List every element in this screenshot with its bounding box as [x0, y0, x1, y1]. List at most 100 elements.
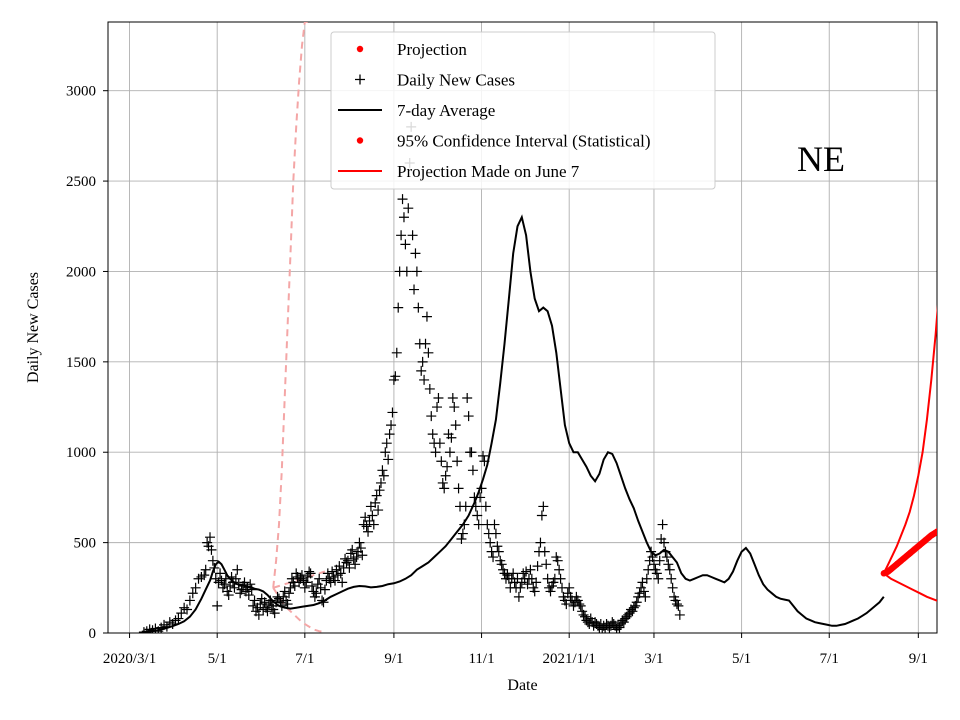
daily-case-marker	[416, 365, 427, 376]
region-annotation: NE	[797, 139, 845, 179]
daily-case-marker	[554, 564, 565, 575]
daily-case-marker	[269, 608, 280, 619]
daily-case-marker	[477, 450, 488, 461]
daily-case-marker	[258, 604, 269, 615]
daily-case-marker	[398, 212, 409, 223]
daily-case-marker	[450, 420, 461, 431]
daily-case-marker	[413, 302, 424, 313]
daily-case-marker	[436, 456, 447, 467]
daily-case-marker	[433, 393, 444, 403]
daily-cases-markers	[138, 121, 685, 633]
daily-case-marker	[375, 477, 386, 488]
daily-case-marker	[319, 584, 330, 595]
daily-case-marker	[673, 600, 684, 611]
daily-case-marker	[648, 559, 659, 570]
daily-case-marker	[337, 577, 348, 588]
daily-case-marker	[456, 534, 467, 544]
daily-case-marker	[640, 591, 651, 602]
daily-case-marker	[442, 461, 453, 472]
y-tick-label: 1000	[66, 445, 96, 461]
daily-case-marker	[370, 497, 381, 508]
daily-case-marker	[361, 521, 372, 532]
daily-case-marker	[466, 447, 477, 458]
daily-case-marker	[347, 544, 358, 555]
daily-case-marker	[439, 483, 450, 494]
daily-case-marker	[397, 194, 408, 205]
daily-case-marker	[674, 609, 685, 620]
daily-case-marker	[489, 519, 500, 530]
daily-case-marker	[378, 470, 389, 481]
legend-label: Projection	[397, 40, 467, 59]
daily-case-marker	[508, 568, 519, 579]
projection-dot	[939, 525, 945, 531]
daily-case-marker	[363, 526, 374, 537]
daily-case-marker	[432, 402, 443, 413]
projection-dot	[940, 525, 946, 531]
seven-day-average-line	[143, 214, 885, 633]
projection-dot	[949, 520, 955, 526]
daily-case-marker	[628, 602, 639, 613]
daily-case-marker	[651, 568, 662, 579]
daily-case-marker	[314, 573, 325, 584]
y-tick-label: 0	[89, 626, 97, 642]
daily-case-marker	[545, 586, 556, 597]
daily-case-marker	[207, 555, 218, 566]
daily-case-marker	[396, 230, 407, 241]
daily-case-marker	[444, 447, 455, 458]
daily-case-marker	[184, 595, 195, 606]
daily-case-marker	[368, 519, 379, 530]
daily-case-marker	[535, 537, 546, 548]
daily-case-marker	[205, 532, 216, 543]
daily-case-marker	[383, 454, 394, 465]
projection-dot	[953, 518, 959, 524]
daily-case-marker	[196, 571, 207, 582]
daily-case-marker	[187, 588, 198, 599]
daily-case-marker	[305, 568, 316, 579]
x-tick-label: 9/1	[909, 651, 928, 667]
legend-marker-plus	[355, 74, 365, 85]
daily-case-marker	[541, 559, 552, 570]
daily-case-marker	[420, 338, 431, 349]
daily-case-marker	[513, 591, 524, 602]
daily-case-marker	[485, 537, 496, 548]
daily-case-marker	[561, 599, 572, 610]
daily-case-marker	[344, 562, 355, 573]
daily-case-marker	[426, 411, 437, 422]
daily-case-marker	[462, 393, 473, 403]
x-tick-label: 2020/3/1	[103, 651, 156, 667]
daily-case-marker	[667, 582, 678, 593]
projection-june7-lower-line	[883, 572, 937, 602]
daily-case-marker	[449, 402, 460, 413]
daily-case-marker	[374, 485, 385, 496]
daily-case-marker	[325, 577, 336, 588]
legend-label: 7-day Average	[397, 101, 495, 120]
daily-case-marker	[552, 555, 563, 566]
daily-case-marker	[301, 577, 312, 588]
x-tick-label: 7/1	[820, 651, 839, 667]
daily-case-marker	[350, 559, 361, 570]
daily-case-marker	[199, 570, 210, 581]
daily-case-marker	[373, 505, 384, 516]
daily-case-marker	[249, 595, 260, 606]
x-tick-label: 9/1	[384, 651, 403, 667]
y-tick-label: 2500	[66, 174, 96, 190]
daily-case-marker	[659, 537, 670, 548]
daily-case-marker	[311, 588, 322, 599]
daily-case-marker	[390, 371, 401, 382]
daily-case-marker	[578, 609, 589, 620]
daily-case-marker	[521, 566, 532, 577]
daily-case-marker	[427, 429, 438, 440]
daily-case-marker	[380, 447, 391, 458]
daily-case-marker	[232, 564, 243, 575]
daily-case-marker	[304, 566, 315, 577]
x-tick-label: 7/1	[295, 651, 314, 667]
daily-case-marker	[357, 550, 368, 561]
daily-case-marker	[631, 597, 642, 608]
projection-dot	[944, 522, 950, 528]
ci-early-upper-line	[272, 22, 308, 588]
projection-dot	[945, 521, 951, 527]
daily-case-marker	[334, 561, 345, 572]
daily-case-marker	[653, 573, 664, 584]
projection-dot	[942, 523, 948, 529]
daily-case-marker	[453, 483, 464, 494]
